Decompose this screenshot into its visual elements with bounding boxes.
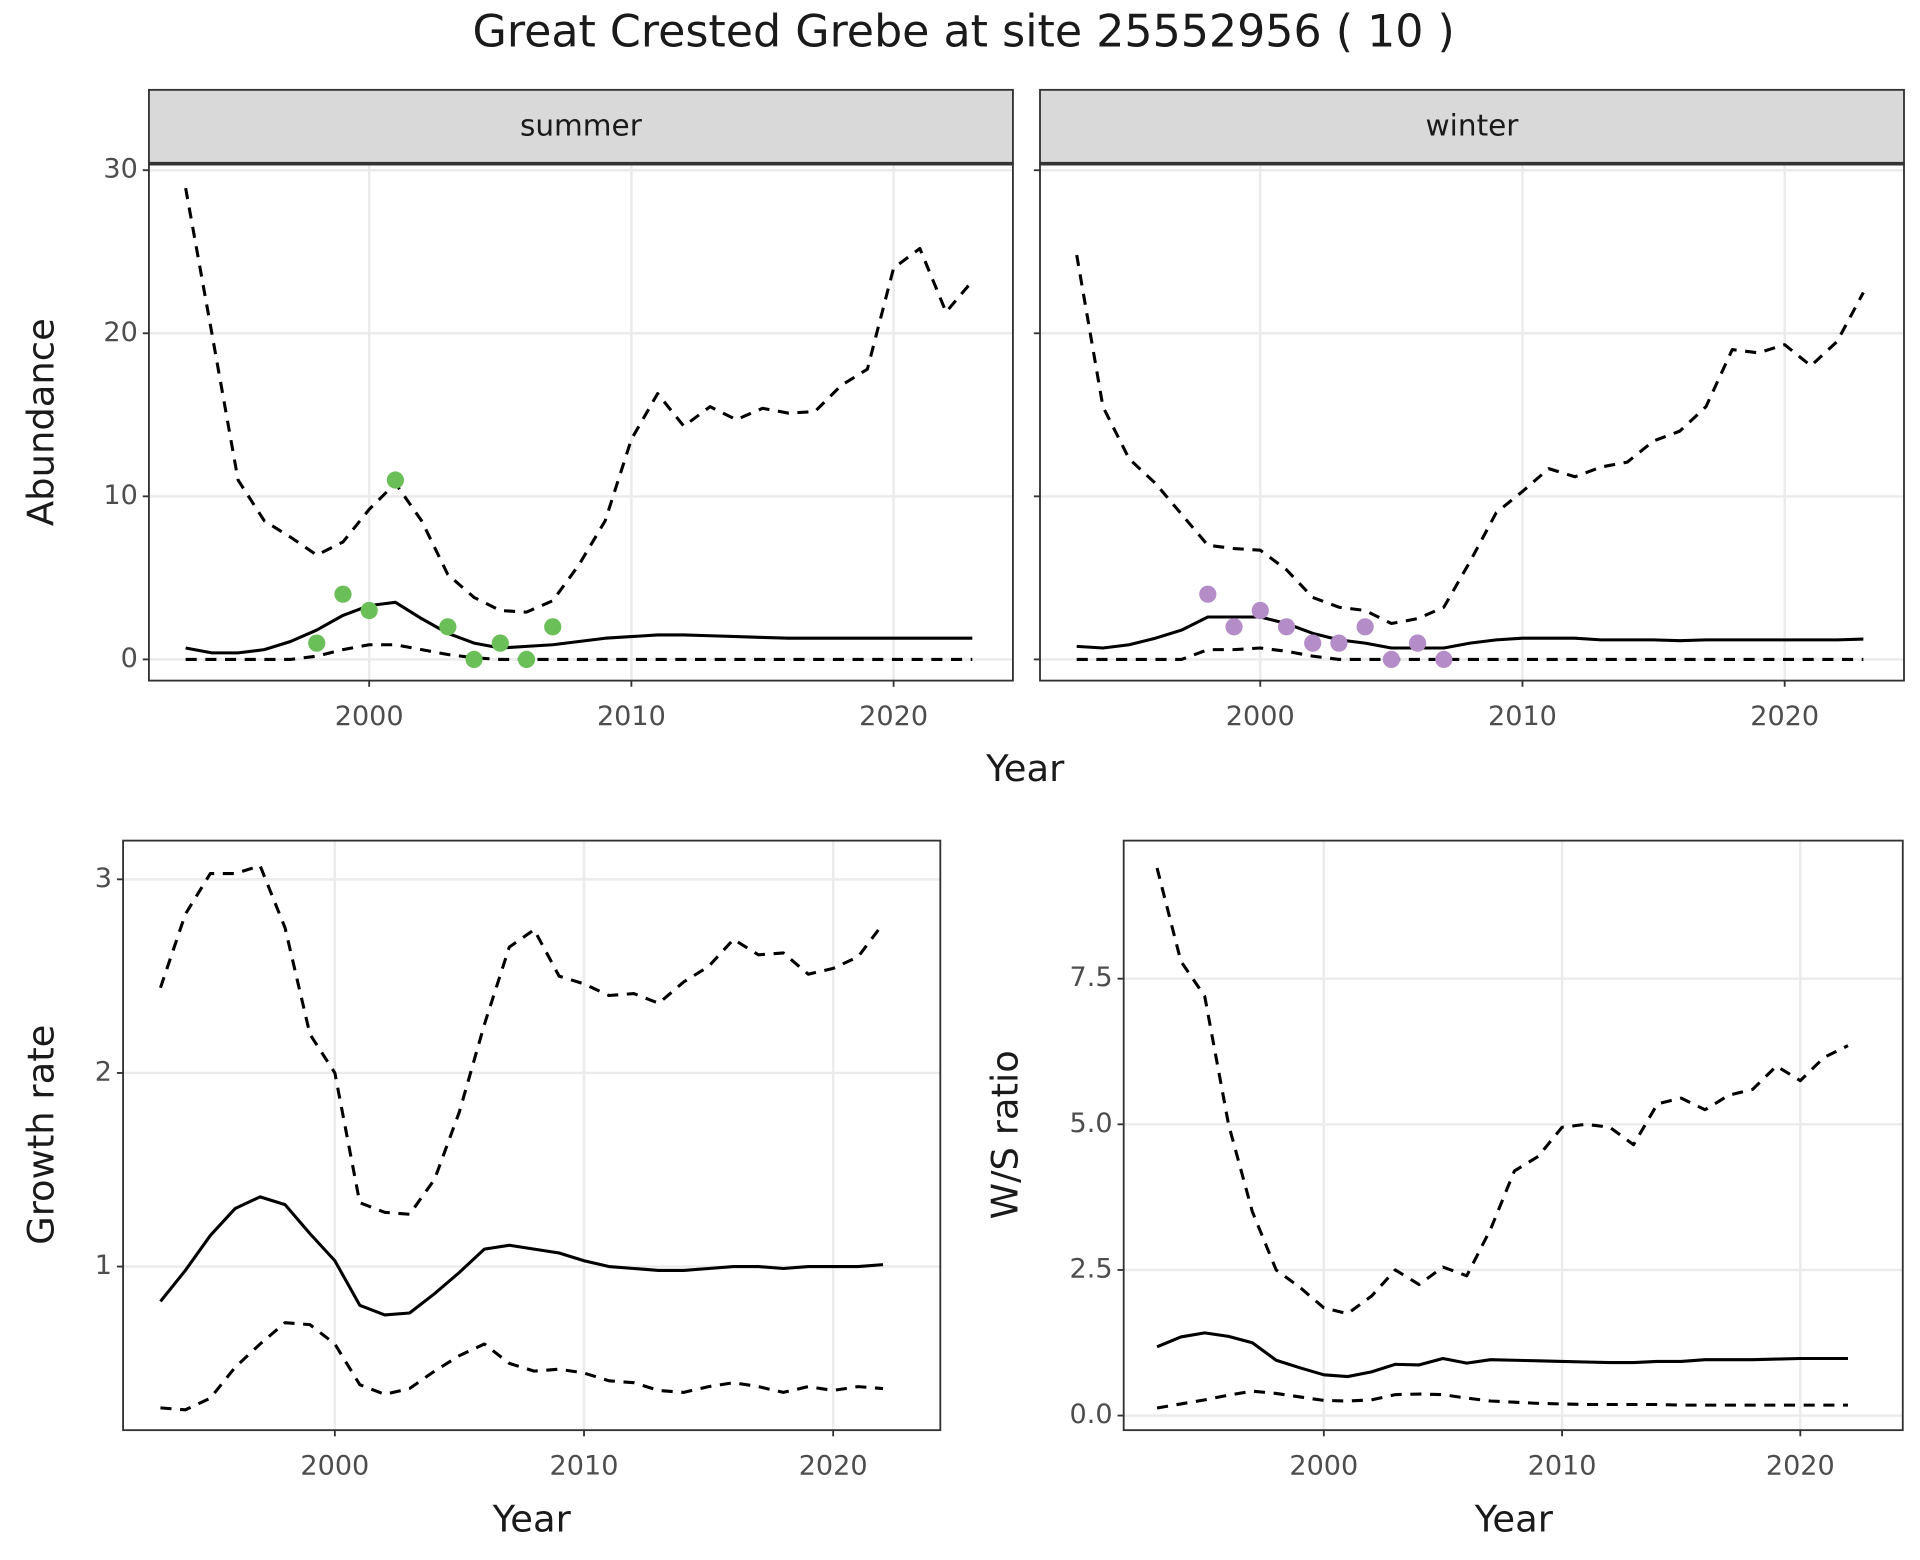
- x-axis-label: Year: [985, 747, 1065, 790]
- x-axis-label: Year: [492, 1498, 572, 1541]
- y-axis-label: Growth rate: [20, 1025, 63, 1245]
- y-tick-label: 30: [103, 154, 137, 185]
- y-tick-label: 3: [95, 863, 112, 894]
- observation-point: [1277, 618, 1296, 636]
- observation-point: [1435, 650, 1453, 669]
- y-tick-label: 1: [95, 1250, 112, 1281]
- y-tick-label: 5.0: [1070, 1108, 1113, 1139]
- panel-background: [123, 840, 941, 1431]
- y-tick-label: 10: [103, 480, 137, 511]
- x-tick-label: 2000: [300, 1451, 369, 1482]
- observation-point: [360, 601, 378, 620]
- observation-point: [334, 585, 352, 603]
- estimate-line: [159, 1195, 884, 1317]
- y-axis-label: Abundance: [20, 318, 63, 526]
- x-tick-label: 2010: [1488, 701, 1557, 732]
- observation-point: [308, 634, 326, 652]
- y-tick-label: 0: [121, 643, 138, 674]
- panel-border: [122, 839, 942, 1432]
- strip: [1039, 88, 1905, 165]
- strip-label: winter: [1426, 108, 1520, 142]
- observation-point: [1382, 650, 1400, 669]
- estimate-line: [1076, 615, 1864, 650]
- panel-background: [148, 163, 1013, 681]
- observation-point: [1408, 634, 1427, 652]
- x-tick-label: 2020: [799, 1451, 868, 1482]
- y-tick-label: 0.0: [1070, 1399, 1113, 1430]
- panel-border: [1122, 839, 1904, 1432]
- observation-point: [439, 618, 457, 636]
- interval-line: [160, 1321, 884, 1412]
- y-axis-label: W/S ratio: [983, 1050, 1026, 1219]
- y-tick-label: 2: [95, 1056, 112, 1087]
- interval-line: [1156, 1389, 1848, 1410]
- strip: [148, 88, 1014, 165]
- x-axis-label: Year: [1474, 1498, 1554, 1541]
- x-tick-label: 2010: [1528, 1451, 1597, 1482]
- observation-point: [1304, 634, 1322, 652]
- observation-point: [1251, 601, 1269, 620]
- observation-point: [465, 650, 483, 669]
- figure-title: Great Crested Grebe at site 25552956 ( 1…: [473, 6, 1455, 57]
- estimate-line: [185, 600, 973, 655]
- strip-label: summer: [520, 108, 643, 142]
- panel-background: [1040, 163, 1904, 681]
- y-tick-label: 7.5: [1070, 962, 1113, 993]
- interval-line: [1076, 646, 1864, 661]
- panel-background: [1123, 840, 1903, 1431]
- x-tick-label: 2020: [1750, 701, 1819, 732]
- observation-point: [1330, 634, 1348, 652]
- interval-line: [158, 864, 885, 1216]
- interval-line: [1075, 254, 1865, 626]
- observation-point: [386, 471, 405, 489]
- x-tick-label: 2020: [859, 701, 928, 732]
- observation-point: [544, 618, 562, 636]
- interval-line: [1155, 867, 1849, 1316]
- x-tick-label: 2020: [1766, 1451, 1835, 1482]
- estimate-line: [1156, 1331, 1848, 1379]
- x-tick-label: 2000: [1226, 701, 1295, 732]
- y-tick-label: 20: [103, 317, 137, 348]
- x-tick-label: 2000: [1289, 1451, 1358, 1482]
- observation-point: [1199, 585, 1217, 603]
- observation-point: [491, 634, 509, 652]
- observation-point: [1225, 618, 1243, 636]
- x-tick-label: 2010: [550, 1451, 619, 1482]
- observation-point: [1356, 618, 1374, 636]
- x-tick-label: 2000: [335, 701, 404, 732]
- interval-line: [185, 643, 973, 661]
- x-tick-label: 2010: [597, 701, 666, 732]
- observation-point: [517, 650, 536, 669]
- y-tick-label: 2.5: [1070, 1253, 1113, 1284]
